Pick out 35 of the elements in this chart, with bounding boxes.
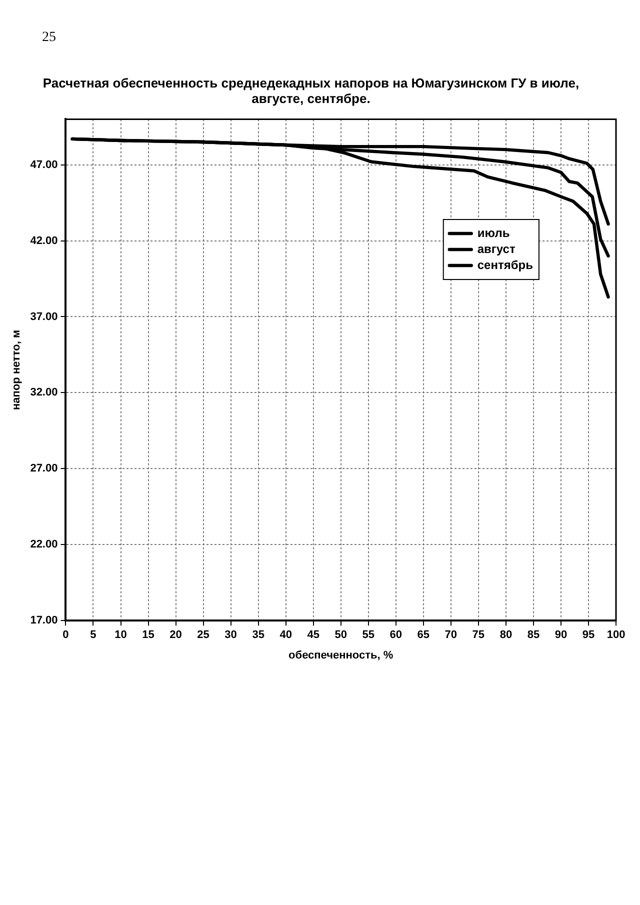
x-tick-label: 90 — [554, 629, 568, 642]
x-tick-label: 25 — [197, 629, 210, 642]
y-tick-label: 32.00 — [30, 386, 58, 399]
x-tick-label: 45 — [307, 629, 320, 642]
x-tick-label: 30 — [224, 629, 237, 642]
y-tick-label: 47.00 — [30, 158, 58, 171]
x-tick-label: 0 — [62, 629, 69, 642]
y-tick-label: 17.00 — [30, 614, 58, 627]
y-tick-label: 22.00 — [30, 538, 58, 551]
x-tick-label: 65 — [417, 629, 430, 642]
x-tick-label: 80 — [500, 629, 512, 642]
x-tick-label: 55 — [362, 629, 374, 642]
x-axis-title: обеспеченность, % — [288, 649, 394, 662]
x-tick-label: 5 — [90, 629, 96, 642]
legend-label: сентябрь — [477, 258, 533, 272]
x-tick-label: 70 — [444, 629, 458, 642]
x-tick-label: 35 — [252, 629, 264, 642]
x-tick-label: 40 — [280, 629, 292, 642]
x-tick-label: 50 — [334, 629, 347, 642]
y-tick-label: 42.00 — [30, 234, 58, 247]
x-tick-label: 20 — [170, 629, 182, 642]
legend-label: июль — [477, 226, 510, 240]
y-tick-label: 37.00 — [30, 310, 58, 323]
text: 25 — [42, 30, 56, 46]
x-tick-label: 95 — [582, 629, 595, 642]
y-axis-title: напор нетто, м — [10, 330, 23, 410]
legend-label: август — [477, 242, 516, 256]
chart-title: Расчетная обеспеченность среднедекадных напоров на Юмагузинском ГУ в июле, августе, сентябре. — [42, 75, 580, 106]
x-tick-label: 10 — [114, 629, 127, 642]
x-tick-label: 75 — [472, 629, 485, 642]
x-tick-label: 60 — [390, 629, 402, 642]
x-tick-label: 85 — [527, 629, 540, 642]
x-tick-label: 15 — [142, 629, 154, 642]
x-tick-label: 100 — [606, 629, 626, 642]
y-tick-label: 27.00 — [30, 462, 58, 475]
